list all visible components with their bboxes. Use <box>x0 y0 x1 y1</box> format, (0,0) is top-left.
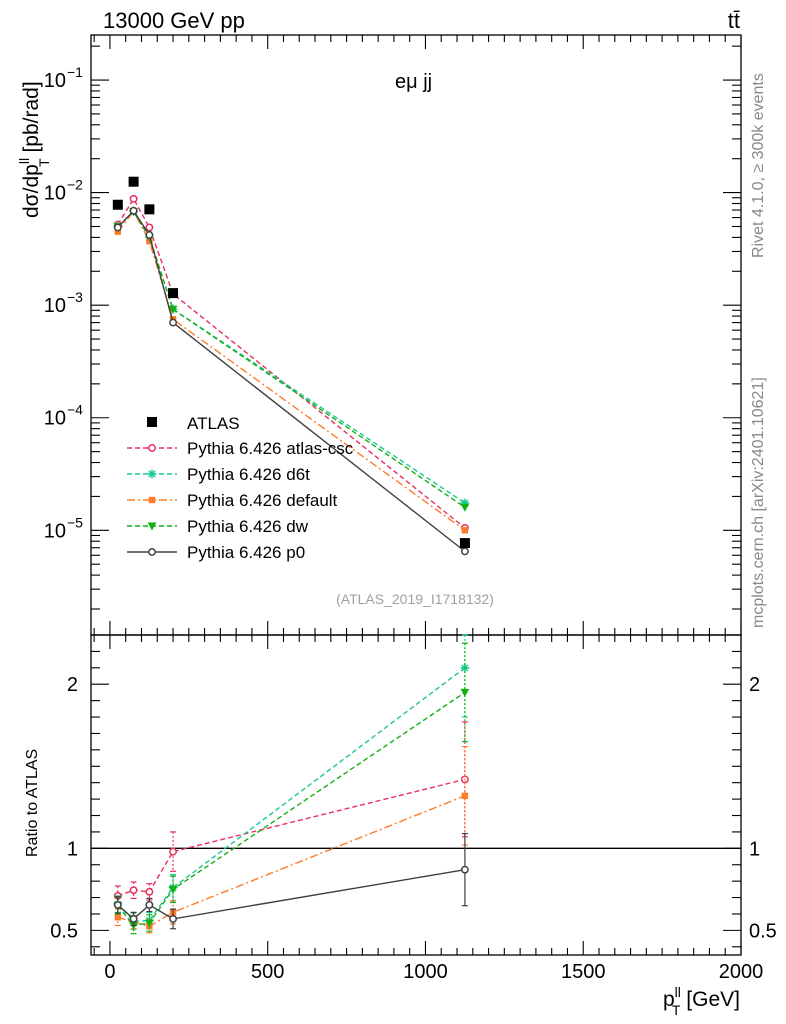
x-tick-label: 1000 <box>403 961 448 983</box>
main-y-tick-label: 10 <box>44 408 66 430</box>
ratio-point-3-3 <box>168 885 178 894</box>
main-y-tick-label: 10 <box>44 70 66 92</box>
ratio-point-2-0 <box>114 914 122 921</box>
ratio-series-layer <box>113 634 470 935</box>
main-point-2-4 <box>461 527 469 534</box>
rivet-label: Rivet 4.1.0, ≥ 300k events <box>750 73 767 258</box>
atlas-point-3 <box>168 288 179 299</box>
analysis-id: (ATLAS_2019_I1718132) <box>336 591 494 607</box>
main-y-tick-label: 10 <box>44 520 66 542</box>
main-point-0-2 <box>145 223 154 232</box>
ratio-point-3-4 <box>460 688 470 697</box>
main-point-3-3 <box>168 305 178 314</box>
xtick-labels: 0 500 1000 1500 2000 <box>104 961 763 983</box>
main-point-0-1 <box>129 194 138 203</box>
ratio-point-4-3 <box>169 914 177 923</box>
ratio-point-0-3 <box>169 847 177 856</box>
main-y-tick-exponent: −1 <box>67 64 83 80</box>
header-left: 13000 GeV pp <box>103 8 245 33</box>
ratio-point-4-0 <box>113 900 122 909</box>
ratio-ytick-labels: 0.5 0.5 1 1 2 2 <box>50 674 777 942</box>
legend-atlas-marker <box>147 417 157 427</box>
main-line-0 <box>117 197 466 529</box>
main-point-4-0 <box>113 223 122 232</box>
x-tick-label: 500 <box>251 961 284 983</box>
main-series-layer <box>113 194 470 556</box>
legend-marker-4 <box>148 548 156 556</box>
ratio-point-0-2 <box>145 887 154 896</box>
y-axis-label-ratio: Ratio to ATLAS <box>24 749 41 857</box>
main-point-4-2 <box>145 231 154 239</box>
legend-marker-0 <box>148 444 156 452</box>
atlas-point-1 <box>128 176 139 187</box>
main-point-3-4 <box>460 503 470 512</box>
legend-marker-2 <box>148 496 156 504</box>
main-y-tick-label: 10 <box>44 295 66 317</box>
legend-label-4: Pythia 6.426 p0 <box>187 543 305 562</box>
mcplots-label: mcplots.cern.ch [arXiv:2401.10621] <box>750 377 767 628</box>
header-right: tt̄ <box>728 8 740 33</box>
x-tick-label: 1500 <box>561 961 606 983</box>
main-point-4-3 <box>169 318 177 327</box>
ratio-point-3-2 <box>144 919 154 928</box>
main-y-tick-exponent: −2 <box>67 177 83 193</box>
atlas-point-4 <box>459 538 470 549</box>
legend-marker-3 <box>147 522 157 531</box>
atlas-point-2 <box>144 204 155 215</box>
main-point-4-4 <box>460 547 469 556</box>
panel-label: eμ jj <box>395 71 432 93</box>
ratio-point-2-4 <box>461 792 469 800</box>
main-ytick-labels: 10−510−410−310−210−1 <box>44 64 83 542</box>
ratio-point-4-4 <box>460 865 469 874</box>
legend-label-1: Pythia 6.426 d6t <box>187 465 310 484</box>
axis-ticks <box>91 35 742 955</box>
ratio-y-tick-label-left: 0.5 <box>50 920 78 942</box>
legend-label-3: Pythia 6.426 dw <box>187 517 309 536</box>
main-point-2-0 <box>114 228 122 235</box>
ratio-line-1 <box>117 667 466 923</box>
ratio-y-tick-label-left: 1 <box>67 838 78 860</box>
legend: ATLAS Pythia 6.426 atlas-csc Pythia 6.426 … <box>127 414 354 562</box>
legend-marker-1 <box>147 469 157 479</box>
legend-label-0: Pythia 6.426 atlas-csc <box>187 439 354 458</box>
atlas-point-0 <box>112 199 123 210</box>
star-stroke <box>148 470 156 478</box>
main-y-tick-exponent: −5 <box>67 514 83 530</box>
ratio-point-0-1 <box>129 886 138 895</box>
x-tick-label: 2000 <box>719 961 764 983</box>
x-tick-label: 0 <box>104 961 115 983</box>
ratio-y-tick-label-right: 2 <box>749 674 760 696</box>
main-y-tick-exponent: −3 <box>67 289 83 305</box>
main-point-4-1 <box>129 206 138 215</box>
x-axis-label: pll T [GeV] <box>663 984 740 1018</box>
ratio-y-tick-label-right: 0.5 <box>749 920 777 942</box>
main-y-tick-label: 10 <box>44 183 66 205</box>
ratio-y-tick-label-left: 2 <box>67 674 78 696</box>
legend-label-2: Pythia 6.426 default <box>187 491 338 510</box>
ratio-panel-frame <box>90 634 742 956</box>
atlas-data-points <box>112 176 470 549</box>
y-axis-label-main: dσ/dpll T [pb/rad] <box>16 81 52 218</box>
ratio-y-tick-label-right: 1 <box>749 838 760 860</box>
main-y-tick-exponent: −4 <box>67 402 83 418</box>
legend-atlas-label: ATLAS <box>187 414 240 433</box>
ratio-point-4-2 <box>145 900 154 909</box>
ratio-point-4-1 <box>129 914 138 923</box>
